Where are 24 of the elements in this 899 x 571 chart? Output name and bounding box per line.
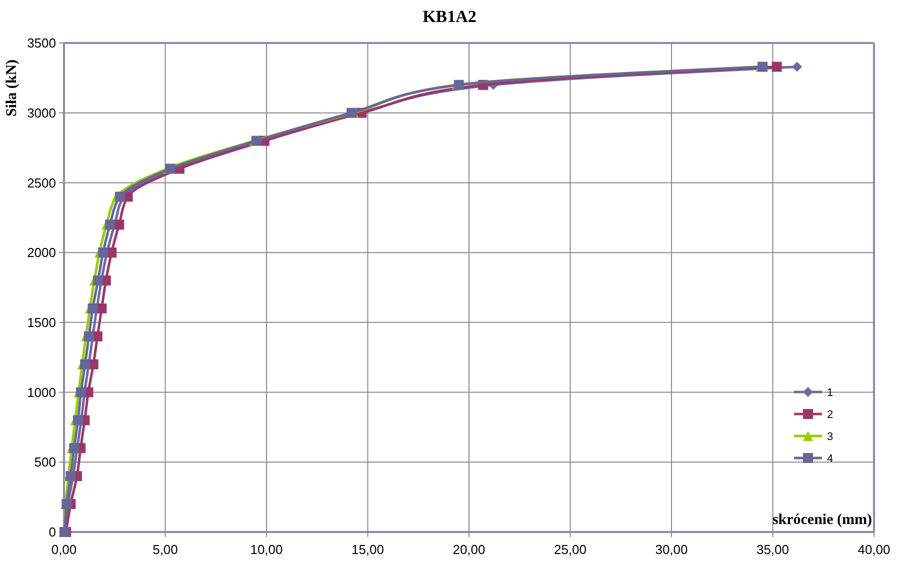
legend-label: 4 bbox=[827, 452, 834, 465]
x-tick-label: 25,00 bbox=[554, 542, 587, 557]
y-tick-label: 1500 bbox=[27, 314, 56, 330]
chart-title: KB1A2 bbox=[422, 7, 476, 26]
y-tick-label: 1000 bbox=[27, 384, 56, 400]
x-tick-label: 30,00 bbox=[655, 542, 688, 557]
legend-label: 2 bbox=[827, 408, 834, 421]
y-tick-label: 3500 bbox=[27, 36, 56, 51]
y-tick-label: 500 bbox=[34, 454, 56, 470]
x-tick-label: 10,00 bbox=[250, 542, 283, 557]
x-axis-title: skrócenie (mm) bbox=[772, 512, 872, 528]
x-tick-label: 0,00 bbox=[51, 542, 77, 557]
x-tick-label: 15,00 bbox=[351, 542, 384, 557]
y-tick-label: 2500 bbox=[27, 175, 56, 190]
x-tick-label: 5,00 bbox=[152, 542, 178, 557]
legend-label: 1 bbox=[827, 386, 834, 399]
x-tick-label: 20,00 bbox=[452, 542, 486, 557]
y-tick-label: 2000 bbox=[27, 245, 56, 260]
y-tick-label: 3000 bbox=[27, 105, 56, 120]
legend-label: 3 bbox=[827, 430, 834, 443]
x-tick-label: 40,00 bbox=[858, 542, 890, 557]
y-axis-title: Siła (kN) bbox=[4, 59, 20, 117]
x-tick-label: 35,00 bbox=[756, 542, 790, 557]
y-tick-label: 0 bbox=[48, 524, 56, 540]
